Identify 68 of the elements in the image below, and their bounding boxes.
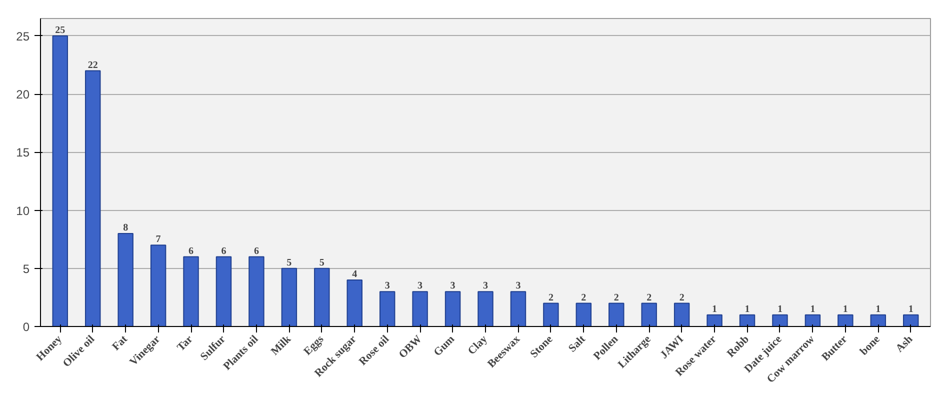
data-label: 1 [842,304,848,315]
data-label: 1 [777,304,782,315]
data-label: 6 [221,246,226,257]
bar [216,256,232,326]
bar [248,256,264,326]
x-tick-label: bone [858,333,882,358]
x-tick-label: Salt [566,333,588,355]
bar [314,268,330,326]
bar [346,280,362,326]
bar [118,233,134,326]
y-tick-label: 15 [16,146,30,160]
data-label: 8 [123,222,128,234]
y-tick-label: 10 [16,204,30,218]
data-label: 3 [516,280,521,292]
data-label: 25 [55,24,66,36]
x-tick-label: Gum [432,333,458,359]
data-label: 6 [188,246,194,257]
bar [739,314,756,326]
x-tick-label: Fat [110,333,130,353]
bar [772,314,788,326]
bar [478,291,494,326]
data-label: 3 [483,280,488,292]
x-tick-label: Rose oil [356,333,392,368]
bar [804,314,821,326]
data-label: 2 [548,292,554,304]
bar [183,256,199,326]
bar [576,302,592,326]
bar [674,302,690,326]
data-label: 2 [581,292,586,304]
bar [84,70,101,326]
data-label: 5 [286,257,292,268]
data-label: 22 [88,60,98,71]
bar [608,302,624,326]
data-label: 2 [614,292,619,304]
y-tick-label: 0 [22,320,30,334]
bar [903,314,919,326]
bar [870,314,886,326]
data-label: 1 [744,304,750,315]
data-label: 2 [646,292,652,304]
bar [838,314,854,326]
bar [510,291,526,326]
bar [150,244,166,326]
data-label: 1 [908,304,914,315]
y-tick-label: 5 [22,262,30,276]
bar [444,291,461,326]
bar [281,268,298,326]
bar [412,291,428,326]
x-tick-label: Ash [894,333,916,355]
data-label: 7 [156,234,161,246]
x-tick-label: Clay [466,332,490,358]
data-label: 1 [810,304,816,315]
bar [706,314,722,326]
bar [379,291,396,326]
data-label: 1 [876,304,881,315]
bar [641,302,657,326]
y-tick-label: 20 [16,88,30,102]
bar [52,35,68,326]
data-label: 3 [450,280,456,292]
bar [543,302,559,326]
data-label: 5 [319,257,324,268]
data-label: 6 [254,246,259,257]
data-label: 2 [679,292,684,304]
y-tick-label: 25 [16,29,30,44]
x-tick-label: Tar [174,333,196,354]
data-label: 3 [384,280,390,292]
data-label: 4 [352,269,358,280]
data-label: 3 [418,280,423,292]
data-label: 1 [712,304,718,315]
